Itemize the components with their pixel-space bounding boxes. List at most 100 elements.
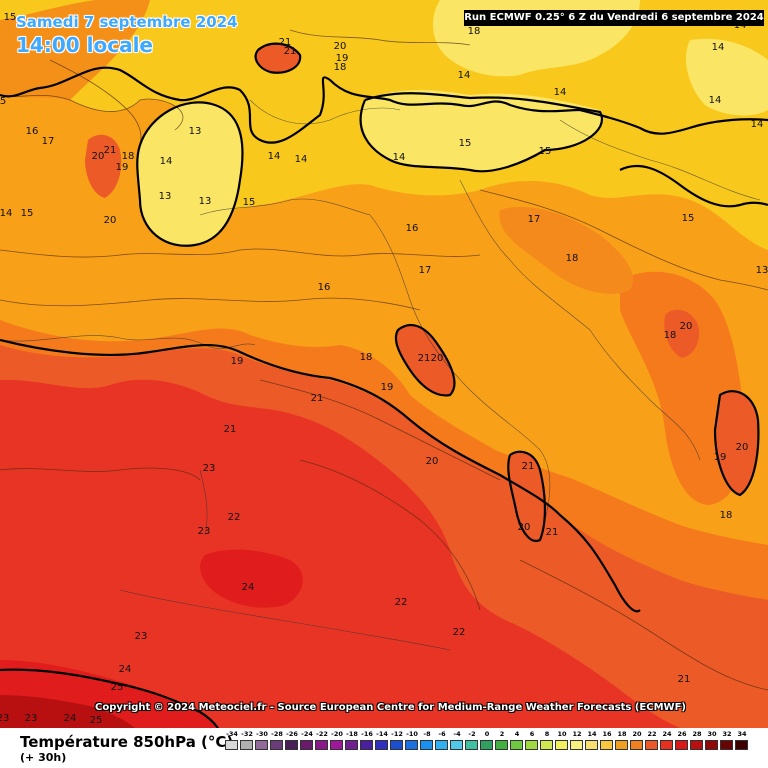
- contour-label: 19: [116, 162, 129, 173]
- legend-swatch: [270, 740, 283, 750]
- contour-label: 15: [459, 138, 472, 149]
- contour-label: 21: [279, 37, 292, 48]
- contour-label: 24: [242, 582, 255, 593]
- legend-swatch: [555, 740, 568, 750]
- forecast-time: 14:00 locale: [16, 33, 153, 57]
- contour-label: 20: [680, 321, 693, 332]
- contour-label: 14: [295, 154, 308, 165]
- contour-label: 22: [395, 597, 408, 608]
- legend-label: -10: [406, 730, 418, 738]
- legend-label: 2: [499, 730, 505, 738]
- contour-label: 14: [751, 119, 764, 130]
- contour-label: 20: [518, 522, 531, 533]
- band-20-22-balkan: [715, 391, 759, 495]
- contour-label: 15: [21, 208, 34, 219]
- contour-label: 21: [224, 424, 237, 435]
- legend-label: -30: [256, 730, 268, 738]
- contour-label: 14: [160, 156, 173, 167]
- contour-label: 5: [0, 96, 6, 107]
- legend-label: 6: [529, 730, 535, 738]
- legend-swatch: [390, 740, 403, 750]
- contour-label: 15: [682, 213, 695, 224]
- legend-swatch: [315, 740, 328, 750]
- contour-label: 19: [714, 452, 727, 463]
- legend-swatch: [735, 740, 748, 750]
- legend-label: -14: [376, 730, 388, 738]
- band-20-22-greece: [664, 309, 700, 358]
- band-18-20-adriatic: [499, 206, 634, 294]
- legend-swatch: [495, 740, 508, 750]
- forecast-date: Samedi 7 septembre 2024: [16, 13, 238, 31]
- contour-label: 21: [284, 46, 297, 57]
- contour-label: 13: [189, 126, 202, 137]
- contour-label: 18: [468, 26, 481, 37]
- contour-label: 14: [712, 42, 725, 53]
- contour-label: 20: [426, 456, 439, 467]
- legend-label: 34: [737, 730, 747, 738]
- legend-label: 14: [587, 730, 597, 738]
- legend-swatch: [285, 740, 298, 750]
- legend-swatch: [510, 740, 523, 750]
- legend-color-scale: [225, 740, 765, 750]
- contour-label: 17: [42, 136, 55, 147]
- contour-label: 14: [393, 152, 406, 163]
- coastlines: [0, 99, 761, 651]
- band-20-22-alps: [255, 43, 301, 73]
- legend-swatch: [720, 740, 733, 750]
- contour-label: 16: [318, 282, 331, 293]
- contour-label: 18: [360, 352, 373, 363]
- legend-swatch: [570, 740, 583, 750]
- legend-swatch: [585, 740, 598, 750]
- legend-label: 18: [617, 730, 627, 738]
- forecast-lead-time: (+ 30h): [20, 751, 67, 764]
- contour-label: 19: [381, 382, 394, 393]
- contour-label: 14: [268, 151, 281, 162]
- contour-label: 14: [458, 70, 471, 81]
- legend-label: -34: [226, 730, 238, 738]
- legend-swatch: [465, 740, 478, 750]
- contour-label: 21: [418, 353, 431, 364]
- legend-label: 0: [484, 730, 490, 738]
- contour-label: 23: [0, 713, 9, 724]
- band-18-20-ne: [620, 271, 746, 505]
- legend-swatch: [255, 740, 268, 750]
- contour-label: 20: [431, 353, 444, 364]
- contour-label: 23: [135, 631, 148, 642]
- legend-label: 26: [677, 730, 687, 738]
- legend-label: 24: [662, 730, 672, 738]
- legend-swatch: [660, 740, 673, 750]
- legend-swatch: [480, 740, 493, 750]
- contour-label: 20: [92, 151, 105, 162]
- contour-label: 17: [419, 265, 432, 276]
- legend-swatch: [450, 740, 463, 750]
- contour-label: 19: [231, 356, 244, 367]
- contour-label: 15: [4, 12, 17, 23]
- contour-label: 25: [90, 715, 103, 726]
- legend-label: -12: [391, 730, 403, 738]
- band-12-14-east: [685, 38, 768, 116]
- legend-swatch: [405, 740, 418, 750]
- legend-label: 16: [602, 730, 612, 738]
- legend-label: 32: [722, 730, 732, 738]
- band-20-22-pyrenees: [85, 134, 122, 198]
- legend-label: -20: [331, 730, 343, 738]
- contour-label: 13: [199, 196, 212, 207]
- contour-label: 23: [203, 463, 216, 474]
- legend-label: 4: [514, 730, 520, 738]
- legend-swatch: [300, 740, 313, 750]
- legend-label: -4: [453, 730, 461, 738]
- legend-footer: Température 850hPa (°C) (+ 30h) -34 -32 -3…: [0, 728, 768, 768]
- legend-swatch: [240, 740, 253, 750]
- contour-label: 23: [198, 526, 211, 537]
- legend-swatch: [705, 740, 718, 750]
- legend-swatch: [525, 740, 538, 750]
- band-24-plus: [200, 549, 303, 608]
- contour-label: 22: [453, 627, 466, 638]
- isotherms-thick: [0, 42, 768, 728]
- legend-swatch: [600, 740, 613, 750]
- contour-label: 21: [546, 527, 559, 538]
- contour-label: 14: [0, 208, 12, 219]
- legend-label: 22: [647, 730, 657, 738]
- legend-swatch: [540, 740, 553, 750]
- band-12-14-west: [137, 102, 243, 246]
